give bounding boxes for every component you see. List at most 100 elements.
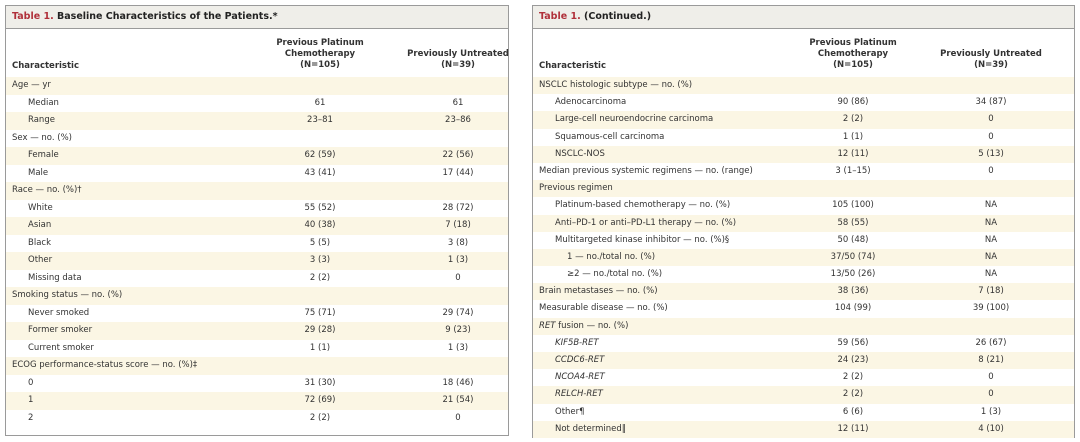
table-row: RET fusion — no. (%) (533, 317, 1074, 335)
value-previously-untreated: 4 (10) (978, 423, 1004, 434)
row-label: 2 (28, 412, 34, 423)
row-label: Multitargeted kinase inhibitor — no. (%)… (555, 234, 730, 245)
table-row: ≥2 — no./total no. (%) 13/50 (26) NA (533, 266, 1074, 283)
row-label: Missing data (28, 272, 82, 283)
row-label: Asian (28, 220, 52, 230)
table-caption: Baseline Characteristics of the Patients… (53, 11, 278, 22)
value-previously-untreated: 28 (72) (442, 202, 474, 213)
value-previously-untreated: 8 (21) (978, 355, 1004, 365)
table-row: Median 61 61 (6, 95, 508, 113)
table-continued: Table 1. (Continued.) Characteristic Prev… (532, 5, 1075, 438)
value-previous-platinum: 5 (5) (309, 237, 331, 248)
value-previously-untreated: 5 (13) (978, 148, 1004, 159)
value-previously-untreated: 29 (74) (442, 307, 474, 318)
value-previously-untreated: 7 (18) (445, 220, 471, 230)
table-row: Smoking status — no. (%) (6, 287, 508, 305)
value-previously-untreated: 9 (23) (445, 325, 471, 335)
row-label: Anti–PD-1 or anti–PD-L1 therapy — no. (%… (555, 217, 737, 228)
value-previous-platinum: 62 (59) (304, 150, 336, 160)
value-previously-untreated: 0 (455, 272, 461, 283)
row-label: Never smoked (28, 307, 90, 318)
table-row: CCDC6-RET 24 (23) 8 (21) (533, 352, 1074, 370)
column-header-previously-untreated: Previously Untreated (N=39) (407, 49, 509, 70)
value-previous-platinum: 59 (56) (837, 337, 869, 348)
table-row: Previous regimen (533, 180, 1074, 198)
row-label: RELCH-RET (555, 389, 603, 400)
row-label: 1 — no./total no. (%) (567, 251, 656, 262)
value-previously-untreated: 0 (988, 165, 994, 176)
value-previously-untreated: 0 (988, 389, 994, 400)
row-label: Squamous-cell carcinoma (555, 131, 665, 142)
value-previous-platinum: 1 (1) (842, 131, 864, 142)
value-previously-untreated: NA (984, 251, 998, 262)
table-row: Black 5 (5) 3 (8) (6, 235, 508, 253)
value-previously-untreated: 22 (56) (442, 150, 474, 160)
value-previous-platinum: 29 (28) (304, 325, 336, 335)
value-previous-platinum: 1 (1) (309, 342, 331, 353)
value-previous-platinum: 24 (23) (837, 355, 869, 365)
value-previous-platinum: 105 (100) (832, 200, 874, 211)
row-label: NSCLC-NOS (555, 148, 605, 159)
value-previously-untreated: NA (984, 217, 998, 228)
value-previously-untreated: 18 (46) (442, 377, 474, 388)
column-header-characteristic: Characteristic (12, 61, 79, 71)
column-header-previous-platinum: Previous Platinum Chemotherapy (N=105) (276, 38, 364, 70)
value-previously-untreated: NA (984, 200, 998, 211)
table-row: Median previous systemic regimens — no. … (533, 163, 1074, 180)
table-row: Squamous-cell carcinoma 1 (1) 0 (533, 129, 1074, 146)
table-row: 1 — no./total no. (%) 37/50 (74) NA (533, 248, 1074, 267)
value-previously-untreated: 61 (452, 97, 464, 108)
table-body: NSCLC histologic subtype — no. (%) Adenoc… (533, 77, 1074, 438)
row-label: Brain metastases — no. (%) (539, 286, 658, 297)
row-label: Median (28, 97, 59, 108)
row-label: Female (28, 150, 59, 160)
column-header-previously-untreated: Previously Untreated (N=39) (940, 49, 1042, 70)
value-previous-platinum: 23–81 (307, 115, 333, 125)
table-body: Age — yr Median 61 61 Range 23–81 23–86 Sex — n… (6, 77, 508, 427)
table-row: 2 2 (2) 0 (6, 410, 508, 428)
table-number: Table 1. (539, 11, 581, 22)
row-label: Not determined‖ (555, 423, 627, 434)
value-previous-platinum: 37/50 (74) (830, 251, 876, 262)
table-header: Characteristic Previous Platinum Chemother… (6, 29, 509, 77)
value-previously-untreated: 23–86 (445, 115, 471, 125)
row-label: NSCLC histologic subtype — no. (%) (539, 80, 693, 90)
row-label: CCDC6-RET (555, 355, 605, 365)
row-label: Current smoker (28, 342, 94, 353)
row-label: Age — yr (12, 80, 51, 90)
value-previously-untreated: 0 (988, 114, 994, 125)
value-previously-untreated: 21 (54) (442, 395, 474, 405)
table-row: Brain metastases — no. (%) 38 (36) 7 (18) (533, 283, 1074, 301)
table-row: RELCH-RET 2 (2) 0 (533, 386, 1074, 404)
value-previous-platinum: 12 (11) (837, 148, 869, 159)
table-header: Characteristic Previous Platinum Chemother… (533, 29, 1074, 77)
table-row: NSCLC-NOS 12 (11) 5 (13) (533, 145, 1074, 163)
table-row: Multitargeted kinase inhibitor — no. (%)… (533, 232, 1074, 249)
table-caption: (Continued.) (580, 11, 652, 22)
row-label: White (28, 202, 53, 213)
row-label: Range (28, 115, 55, 125)
table-row: NCOA4-RET 2 (2) 0 (533, 369, 1074, 386)
column-header-previous-platinum: Previous Platinum Chemotherapy (N=105) (809, 38, 897, 70)
row-label: Adenocarcinoma (555, 97, 627, 108)
column-header-characteristic: Characteristic (539, 61, 606, 71)
value-previously-untreated: 34 (87) (975, 97, 1007, 108)
row-label: Race — no. (%)† (12, 185, 82, 195)
value-previous-platinum: 104 (99) (834, 303, 872, 314)
table-row: Other 3 (3) 1 (3) (6, 252, 508, 270)
value-previous-platinum: 3 (1–15) (835, 165, 871, 176)
table-row: Current smoker 1 (1) 1 (3) (6, 340, 508, 358)
table-row: Sex — no. (%) (6, 130, 508, 148)
value-previously-untreated: 0 (988, 131, 994, 142)
value-previous-platinum: 75 (71) (304, 307, 336, 318)
value-previous-platinum: 2 (2) (842, 389, 864, 400)
table-row: ECOG performance-status score — no. (%)‡ (6, 357, 508, 375)
value-previously-untreated: NA (984, 269, 998, 280)
table-row: Male 43 (41) 17 (44) (6, 165, 508, 183)
value-previous-platinum: 72 (69) (304, 395, 336, 405)
row-label: Former smoker (28, 325, 93, 335)
value-previous-platinum: 2 (2) (842, 372, 864, 383)
value-previous-platinum: 43 (41) (304, 167, 336, 178)
table-row: 0 31 (30) 18 (46) (6, 375, 508, 393)
table-row: Measurable disease — no. (%) 104 (99) 39 (… (533, 300, 1074, 317)
